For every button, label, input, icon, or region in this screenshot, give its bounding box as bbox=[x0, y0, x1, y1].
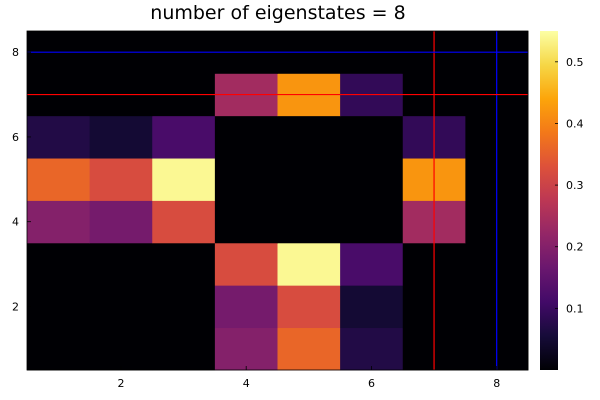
heatmap-cell bbox=[277, 242, 341, 286]
colorbar-tick-label: 0.3 bbox=[566, 179, 584, 192]
heatmap-cell bbox=[27, 200, 91, 244]
heatmap-cell bbox=[27, 115, 91, 159]
heatmap-cell bbox=[89, 158, 153, 201]
heatmap-cells bbox=[27, 31, 529, 371]
heatmap-cell bbox=[214, 327, 278, 371]
x-tick-label: 2 bbox=[117, 377, 124, 390]
heatmap-cell bbox=[214, 200, 278, 244]
y-tick-label: 4 bbox=[12, 216, 19, 229]
heatmap-cell bbox=[152, 285, 216, 329]
heatmap-cell bbox=[277, 158, 341, 201]
colorbar: 0.1 0.2 0.3 0.4 0.5 bbox=[540, 31, 584, 370]
heatmap-cell bbox=[214, 115, 278, 159]
heatmap-cell bbox=[89, 242, 153, 286]
heatmap-cell bbox=[89, 285, 153, 329]
heatmap-cell bbox=[340, 242, 404, 286]
colorbar-tick-label: 0.4 bbox=[566, 117, 584, 130]
heatmap-cell bbox=[27, 327, 91, 371]
heatmap-cell bbox=[89, 327, 153, 371]
y-tick-label: 2 bbox=[12, 300, 19, 313]
heatmap-cell bbox=[277, 200, 341, 244]
heatmap-cell bbox=[340, 327, 404, 371]
heatmap-cell bbox=[152, 200, 216, 244]
heatmap-cell bbox=[277, 327, 341, 371]
heatmap-cell bbox=[27, 285, 91, 329]
heatmap-cell bbox=[89, 115, 153, 159]
heatmap-cell bbox=[152, 115, 216, 159]
x-tick-label: 8 bbox=[493, 377, 500, 390]
heatmap-cell bbox=[277, 285, 341, 329]
axes: 2 4 6 8 2 4 6 8 bbox=[12, 30, 529, 390]
plot-frame bbox=[26, 30, 529, 371]
colorbar-tick-label: 0.5 bbox=[566, 56, 584, 69]
heatmap-cell bbox=[214, 158, 278, 201]
heatmap-cell bbox=[152, 242, 216, 286]
heatmap-cell bbox=[340, 285, 404, 329]
heatmap-cell bbox=[27, 158, 91, 201]
heatmap-cell bbox=[89, 200, 153, 244]
colorbar-tick-label: 0.1 bbox=[566, 302, 584, 315]
heatmap-cell bbox=[277, 115, 341, 159]
heatmap-cell bbox=[214, 285, 278, 329]
heatmap-cell bbox=[152, 327, 216, 371]
heatmap-cell bbox=[214, 242, 278, 286]
colorbar-gradient bbox=[540, 31, 558, 370]
y-tick-label: 6 bbox=[12, 131, 19, 144]
chart-title: number of eigenstates = 8 bbox=[150, 2, 406, 24]
heatmap-cell bbox=[27, 242, 91, 286]
y-tick-label: 8 bbox=[12, 46, 19, 59]
heatmap-cell bbox=[340, 115, 404, 159]
heatmap-cell bbox=[152, 158, 216, 201]
x-tick-label: 4 bbox=[243, 377, 250, 390]
heatmap-cell bbox=[340, 200, 404, 244]
x-tick-label: 6 bbox=[368, 377, 375, 390]
colorbar-tick-label: 0.2 bbox=[566, 241, 584, 254]
reference-lines bbox=[27, 31, 528, 370]
heatmap-cell bbox=[340, 158, 404, 201]
